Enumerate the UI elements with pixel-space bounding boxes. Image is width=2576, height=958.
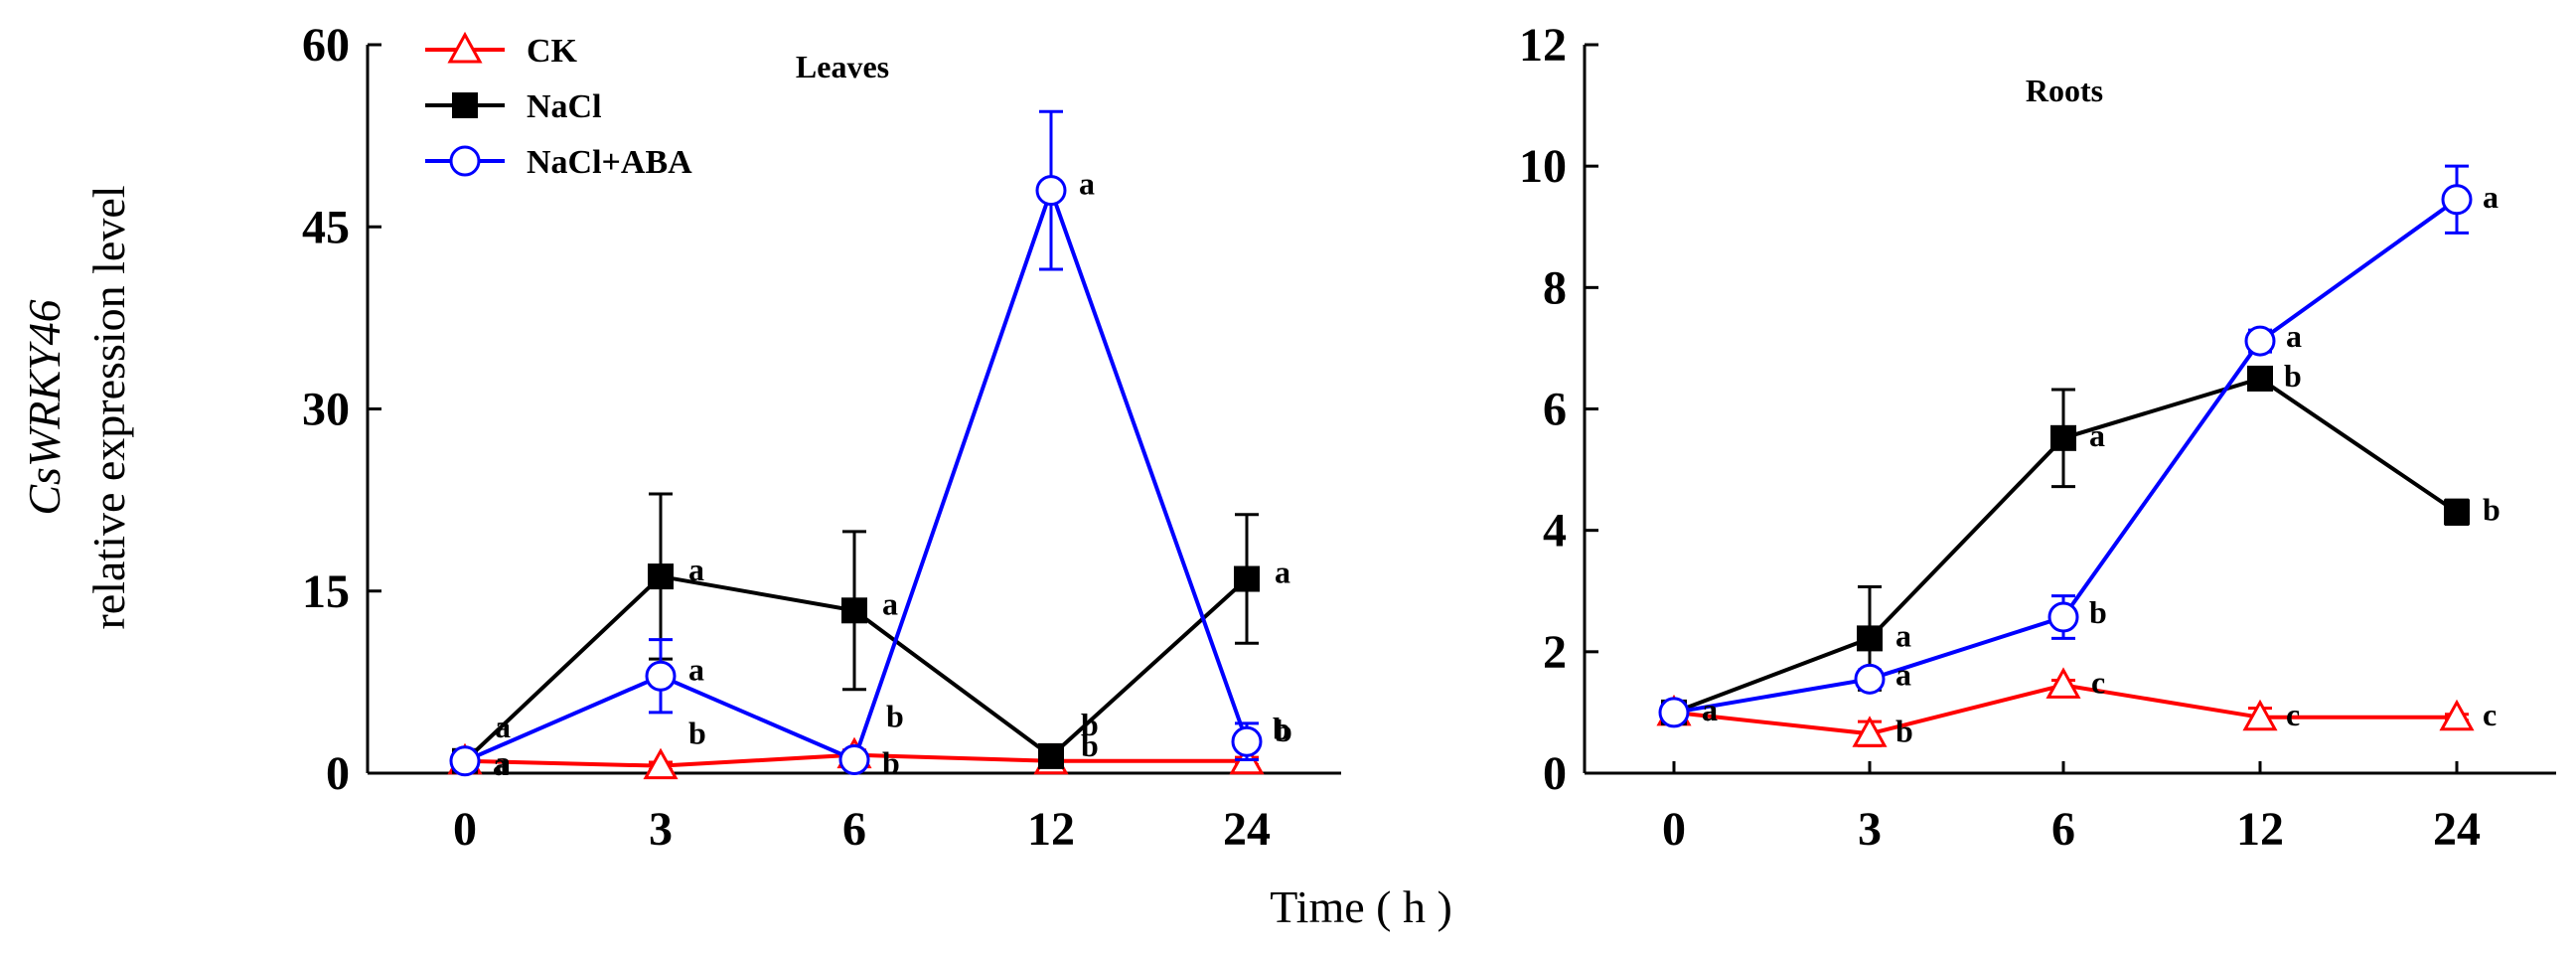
significance-letter: a bbox=[495, 709, 511, 744]
y-tick-label: 10 bbox=[1519, 140, 1567, 193]
data-point bbox=[2444, 499, 2470, 526]
data-point bbox=[1035, 175, 1067, 207]
data-point bbox=[1852, 716, 1888, 747]
data-point bbox=[2047, 601, 2079, 633]
legend: CK NaCl NaCl+ABA bbox=[425, 31, 692, 181]
y-tick-label: 4 bbox=[1543, 505, 1567, 558]
significance-letter: a bbox=[1275, 555, 1290, 590]
legend-label: NaCl bbox=[527, 88, 602, 125]
significance-letter: b bbox=[688, 716, 706, 751]
significance-letter: a bbox=[2089, 417, 2105, 453]
significance-letter: c bbox=[2286, 697, 2300, 732]
panel-title: Leaves bbox=[796, 49, 889, 84]
data-point bbox=[648, 563, 674, 590]
x-tick-label: 3 bbox=[649, 803, 673, 856]
data-point bbox=[645, 660, 677, 692]
significance-letter: a bbox=[493, 746, 509, 782]
x-tick-label: 24 bbox=[1223, 803, 1271, 856]
series-ck: a b c c c bbox=[1656, 664, 2497, 748]
significance-letter: a bbox=[688, 651, 704, 687]
y-tick-label: 12 bbox=[1519, 19, 1567, 72]
y-tick-label: 45 bbox=[302, 201, 350, 253]
legend-marker bbox=[449, 145, 481, 177]
x-tick-label: 6 bbox=[2051, 803, 2075, 856]
data-point bbox=[2439, 699, 2475, 731]
y-axis-label: CsWRKY46 relative expression level bbox=[19, 185, 134, 629]
data-point bbox=[449, 745, 481, 777]
significance-letter: a bbox=[1895, 617, 1911, 653]
significance-letter: a bbox=[2286, 318, 2302, 354]
x-tick-label: 6 bbox=[842, 803, 866, 856]
legend-item-nacl: NaCl bbox=[425, 88, 602, 125]
data-point bbox=[1038, 742, 1064, 769]
y-tick-label: 8 bbox=[1543, 261, 1567, 314]
significance-letter: b bbox=[1275, 713, 1292, 748]
significance-letter: a bbox=[495, 744, 511, 780]
significance-letter: a bbox=[2483, 179, 2499, 215]
significance-letter: a bbox=[1079, 166, 1095, 202]
y-tick-label: 0 bbox=[1543, 747, 1567, 800]
y-tick-label: 30 bbox=[302, 384, 350, 436]
legend-label: NaCl+ABA bbox=[527, 144, 692, 181]
series-line bbox=[1673, 198, 2459, 715]
data-point bbox=[1854, 663, 1886, 695]
legend-item-ck: CK bbox=[425, 31, 578, 70]
x-tick-label: 12 bbox=[2236, 803, 2284, 856]
x-tick-label: 0 bbox=[1662, 803, 1686, 856]
panel-title: Roots bbox=[2026, 73, 2103, 108]
y-axis-label-gene: CsWRKY46 bbox=[19, 299, 70, 515]
data-point bbox=[1658, 697, 1690, 728]
data-point bbox=[2441, 184, 2473, 216]
significance-letter: b bbox=[1895, 713, 1913, 748]
significance-letter: b bbox=[2483, 491, 2500, 527]
data-point bbox=[2244, 325, 2276, 357]
legend-marker bbox=[447, 31, 483, 64]
data-point bbox=[1234, 565, 1260, 592]
data-point bbox=[2046, 667, 2081, 699]
significance-letter: a bbox=[1702, 692, 1718, 727]
significance-letter: b bbox=[2284, 358, 2302, 394]
significance-letter: b bbox=[1273, 711, 1290, 746]
significance-letter: b bbox=[2089, 594, 2107, 630]
significance-letter: b bbox=[1081, 727, 1099, 763]
x-tick-label: 24 bbox=[2433, 803, 2481, 856]
significance-letter: a bbox=[1702, 692, 1718, 727]
data-point bbox=[1231, 725, 1263, 757]
y-tick-label: 6 bbox=[1543, 384, 1567, 436]
significance-letter: c bbox=[2091, 664, 2105, 700]
y-tick-label: 60 bbox=[302, 19, 350, 72]
legend-label: CK bbox=[527, 33, 578, 70]
significance-letter: a bbox=[1895, 656, 1911, 692]
data-point bbox=[643, 747, 679, 780]
y-axis-label-text: relative expression level bbox=[83, 185, 134, 629]
y-tick-label: 2 bbox=[1543, 626, 1567, 679]
significance-letter: b bbox=[882, 745, 900, 781]
significance-letter: c bbox=[2483, 697, 2497, 732]
data-point bbox=[2050, 424, 2076, 451]
data-point bbox=[1857, 625, 1883, 652]
y-tick-label: 0 bbox=[326, 747, 350, 800]
significance-letter: b bbox=[886, 699, 904, 734]
data-point bbox=[838, 744, 870, 776]
data-point bbox=[841, 597, 867, 624]
significance-letter: a bbox=[688, 552, 704, 587]
legend-marker bbox=[452, 92, 478, 118]
x-tick-label: 0 bbox=[453, 803, 477, 856]
data-point bbox=[2247, 365, 2273, 392]
legend-item-nacl-aba: NaCl+ABA bbox=[425, 144, 692, 181]
significance-letter: a bbox=[882, 585, 898, 621]
x-axis-label: Time ( h ) bbox=[1270, 881, 1452, 932]
y-tick-label: 15 bbox=[302, 565, 350, 618]
x-tick-label: 12 bbox=[1027, 803, 1075, 856]
x-tick-label: 3 bbox=[1858, 803, 1882, 856]
data-point bbox=[2242, 699, 2278, 731]
